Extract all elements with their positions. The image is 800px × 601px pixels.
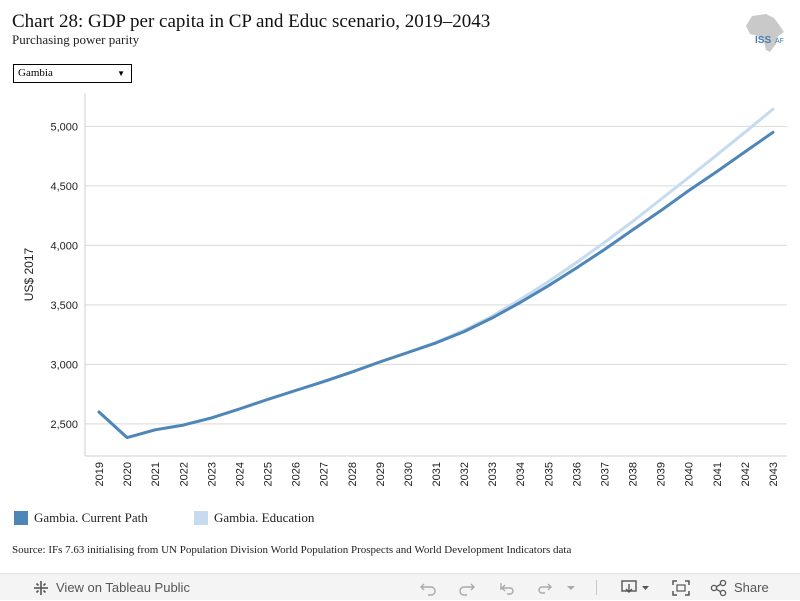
view-on-tableau-link[interactable]: View on Tableau Public [33,574,190,601]
x-tick-label: 2040 [684,462,696,486]
tableau-toolbar: View on Tableau Public [0,573,800,600]
y-tick-label: 3,500 [50,300,78,312]
redo-button[interactable] [458,574,476,601]
x-tick-label: 2032 [459,462,471,486]
svg-text:ISS: ISS [755,35,771,46]
x-tick-label: 2022 [178,462,190,486]
x-tick-label: 2021 [150,462,162,486]
chart-series [97,107,775,440]
x-tick-label: 2030 [403,462,415,486]
country-filter-dropdown[interactable]: Gambia ▼ [13,64,132,83]
x-tick-label: 2033 [487,462,499,486]
x-tick-label: 2037 [599,462,611,486]
chart-title: Chart 28: GDP per capita in CP and Educ … [12,11,491,32]
legend-label-education: Gambia. Education [214,510,315,525]
x-tick-label: 2043 [768,462,780,486]
chevron-down-icon [567,585,575,590]
share-label: Share [734,580,769,595]
x-tick-label: 2019 [94,462,106,486]
x-tick-label: 2023 [206,462,218,486]
share-button[interactable]: Share [710,574,769,601]
y-tick-label: 2,500 [50,419,78,431]
x-tick-label: 2038 [628,462,640,486]
share-icon [710,579,727,596]
legend-item-current-path[interactable]: Gambia. Current Path [14,509,148,527]
chevron-down-icon [642,585,649,590]
y-tick-label: 5,000 [50,121,78,133]
x-tick-label: 2029 [375,462,387,486]
country-filter-value: Gambia [18,67,53,79]
undo-button[interactable] [419,574,437,601]
fullscreen-button[interactable] [672,574,690,601]
download-button[interactable] [621,574,650,601]
fullscreen-icon [672,579,690,596]
y-axis-ticks: 2,500 3,000 3,500 4,000 4,500 5,000 [50,121,78,431]
y-tick-label: 4,500 [50,181,78,193]
x-tick-label: 2028 [347,462,359,486]
refresh-button[interactable] [536,574,554,601]
x-tick-label: 2042 [740,462,752,486]
x-tick-label: 2026 [291,462,303,486]
x-tick-label: 2035 [543,462,555,486]
view-on-tableau-label: View on Tableau Public [56,580,190,595]
x-tick-label: 2031 [431,462,443,486]
series-line-current-path[interactable] [97,130,775,440]
chart-subtitle: Purchasing power parity [12,32,140,47]
x-tick-label: 2020 [122,462,134,486]
x-axis-ticks: 2019 2020 2021 2022 2023 2024 2025 2026 2027 2028… [94,462,780,486]
redo-icon [459,583,475,596]
dropdown-arrow-icon: ▼ [117,69,125,78]
refresh-menu-button[interactable] [566,574,576,601]
iss-africa-logo: ISS AF [746,14,784,52]
y-tick-label: 3,000 [50,359,78,371]
revert-icon [500,582,514,595]
chart-grid [85,125,787,425]
legend-label-current-path: Gambia. Current Path [34,510,148,525]
undo-icon [420,583,436,596]
legend-swatch-current-path [14,511,28,525]
x-tick-label: 2027 [319,462,331,486]
x-tick-label: 2024 [234,462,246,486]
download-icon [621,579,637,593]
x-tick-label: 2036 [571,462,583,486]
x-tick-label: 2041 [712,462,724,486]
svg-text:AF: AF [775,38,784,45]
y-axis-label: US$ 2017 [22,247,36,301]
x-tick-label: 2039 [656,462,668,486]
legend-item-education[interactable]: Gambia. Education [194,509,314,527]
source-note: Source: IFs 7.63 initialising from UN Po… [12,544,572,556]
x-tick-label: 2034 [515,462,527,486]
tableau-logo-icon [34,580,48,595]
toolbar-divider [596,580,597,595]
y-tick-label: 4,000 [50,240,78,252]
refresh-icon [538,583,552,594]
legend-swatch-education [194,511,208,525]
series-line-education[interactable] [97,107,775,440]
x-tick-label: 2025 [263,462,275,486]
revert-button[interactable] [498,574,516,601]
